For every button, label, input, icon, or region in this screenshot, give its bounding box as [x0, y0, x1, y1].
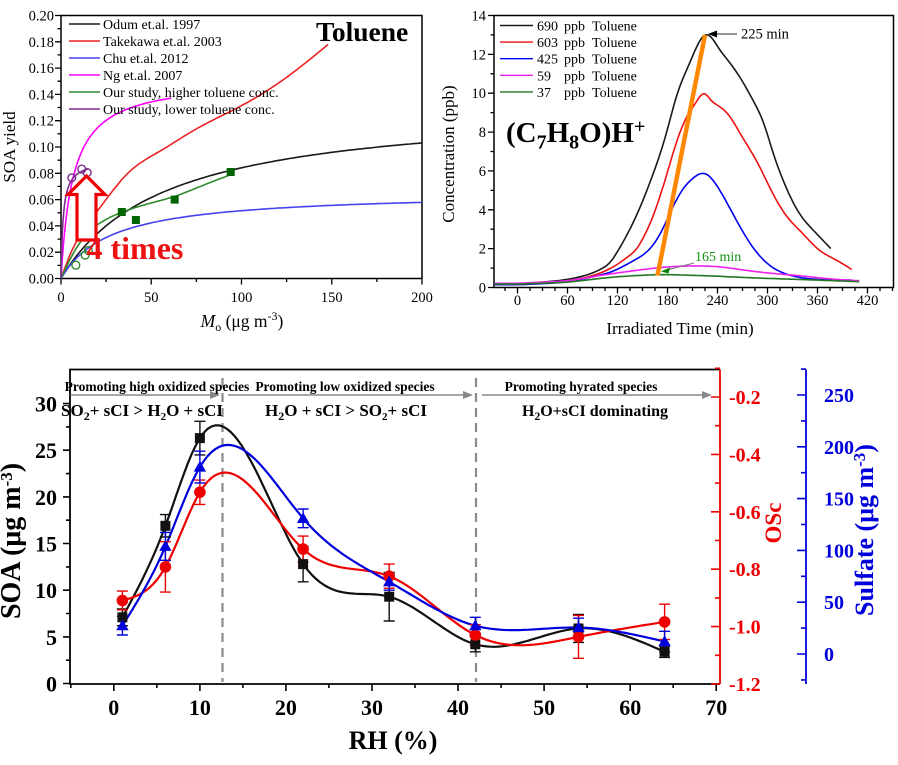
svg-text:Odum et.al. 1997: Odum et.al. 1997 — [103, 18, 200, 33]
svg-text:-0.4: -0.4 — [729, 444, 761, 466]
svg-text:5: 5 — [46, 625, 57, 650]
svg-text:Promoting hyrated species: Promoting hyrated species — [505, 379, 658, 394]
svg-text:0.14: 0.14 — [29, 87, 55, 103]
svg-text:14: 14 — [472, 9, 487, 25]
svg-text:50: 50 — [824, 592, 844, 614]
svg-text:0.12: 0.12 — [29, 114, 54, 130]
svg-text:-1.2: -1.2 — [729, 674, 761, 696]
svg-text:Concentration (ppb): Concentration (ppb) — [439, 85, 458, 222]
svg-text:225 min: 225 min — [741, 27, 790, 43]
svg-text:20: 20 — [35, 485, 57, 510]
svg-text:0.20: 0.20 — [29, 9, 54, 25]
svg-text:OSc: OSc — [761, 503, 786, 544]
svg-text:Promoting high oxidized specie: Promoting high oxidized species — [65, 379, 250, 394]
svg-text:0.08: 0.08 — [29, 166, 54, 182]
svg-text:Mo (μg m-3): Mo (μg m-3) — [200, 309, 284, 334]
svg-text:Ng et.al. 2007: Ng et.al. 2007 — [103, 69, 182, 84]
svg-text:0: 0 — [824, 644, 834, 666]
svg-text:8: 8 — [479, 125, 486, 141]
svg-text:Irradiated Time (min): Irradiated Time (min) — [606, 319, 753, 338]
svg-text:ppb: ppb — [564, 20, 585, 35]
svg-text:10: 10 — [472, 86, 487, 102]
svg-text:0: 0 — [514, 293, 521, 309]
svg-text:6: 6 — [479, 164, 486, 180]
svg-text:0.00: 0.00 — [29, 272, 54, 288]
svg-text:40: 40 — [447, 695, 469, 720]
svg-text:180: 180 — [657, 293, 679, 309]
svg-text:60: 60 — [619, 695, 641, 720]
svg-text:Toluene: Toluene — [592, 86, 637, 101]
svg-text:-0.6: -0.6 — [729, 502, 761, 524]
svg-text:Sulfate (μg m-3): Sulfate (μg m-3) — [850, 444, 879, 616]
svg-text:425: 425 — [537, 53, 558, 68]
svg-text:-0.2: -0.2 — [729, 387, 761, 409]
svg-text:(C7H8O)H+: (C7H8O)H+ — [506, 116, 645, 154]
svg-text:SOA yield: SOA yield — [0, 111, 19, 183]
svg-text:Toluene: Toluene — [316, 16, 408, 47]
svg-text:2: 2 — [479, 242, 486, 258]
svg-text:200: 200 — [824, 437, 854, 459]
svg-text:50: 50 — [533, 695, 555, 720]
svg-text:SO2+ sCI > H2O + sCI: SO2+ sCI > H2O + sCI — [61, 401, 223, 423]
svg-text:70: 70 — [705, 695, 727, 720]
svg-text:4: 4 — [479, 203, 487, 219]
svg-text:150: 150 — [321, 290, 343, 306]
svg-text:100: 100 — [231, 290, 253, 306]
svg-text:0: 0 — [479, 281, 486, 297]
svg-text:10: 10 — [189, 695, 211, 720]
svg-text:0: 0 — [57, 290, 64, 306]
svg-text:Our study, lower toluene conc.: Our study, lower toluene conc. — [103, 103, 275, 118]
svg-text:ppb: ppb — [564, 86, 585, 101]
svg-text:ppb: ppb — [564, 53, 585, 68]
svg-text:100: 100 — [824, 540, 854, 562]
svg-text:25: 25 — [35, 438, 57, 463]
svg-text:-0.8: -0.8 — [729, 559, 761, 581]
svg-text:0.02: 0.02 — [29, 245, 54, 261]
svg-text:37: 37 — [537, 86, 551, 101]
svg-text:SOA (μg m-3): SOA (μg m-3) — [0, 463, 27, 619]
svg-text:120: 120 — [607, 293, 629, 309]
svg-text:30: 30 — [361, 695, 383, 720]
svg-text:0.10: 0.10 — [29, 140, 54, 156]
svg-text:50: 50 — [144, 290, 159, 306]
svg-text:RH (%): RH (%) — [349, 726, 438, 755]
svg-text:Toluene: Toluene — [592, 53, 637, 68]
svg-text:690: 690 — [537, 20, 558, 35]
svg-text:Our study, higher toluene conc: Our study, higher toluene conc. — [103, 86, 279, 101]
svg-text:20: 20 — [275, 695, 297, 720]
svg-text:H2O + sCI > SO2+ sCI: H2O + sCI > SO2+ sCI — [265, 401, 427, 423]
svg-text:Toluene: Toluene — [592, 69, 637, 84]
svg-text:4 times: 4 times — [87, 230, 184, 266]
svg-text:Toluene: Toluene — [592, 36, 637, 51]
svg-text:165 min: 165 min — [695, 250, 741, 265]
svg-text:240: 240 — [707, 293, 729, 309]
svg-text:H2O+sCI dominating: H2O+sCI dominating — [522, 403, 668, 423]
svg-text:300: 300 — [757, 293, 779, 309]
svg-text:0.06: 0.06 — [29, 193, 54, 209]
svg-text:Chu et.al. 2012: Chu et.al. 2012 — [103, 52, 189, 67]
svg-text:30: 30 — [35, 392, 57, 417]
svg-text:12: 12 — [472, 47, 487, 63]
svg-text:603: 603 — [537, 36, 558, 51]
svg-text:0: 0 — [108, 695, 119, 720]
svg-text:ppb: ppb — [564, 69, 585, 84]
svg-text:Toluene: Toluene — [592, 20, 637, 35]
svg-text:420: 420 — [857, 293, 879, 309]
svg-text:0.04: 0.04 — [29, 219, 55, 235]
svg-text:200: 200 — [411, 290, 433, 306]
svg-text:250: 250 — [824, 385, 854, 407]
svg-text:Takekawa et.al. 2003: Takekawa et.al. 2003 — [103, 35, 222, 50]
svg-text:60: 60 — [560, 293, 575, 309]
svg-text:0.18: 0.18 — [29, 35, 54, 51]
svg-text:-1.0: -1.0 — [729, 617, 761, 639]
svg-text:ppb: ppb — [564, 36, 585, 51]
svg-text:15: 15 — [35, 532, 57, 557]
svg-text:0: 0 — [46, 672, 57, 697]
svg-text:360: 360 — [807, 293, 829, 309]
svg-text:59: 59 — [537, 69, 551, 84]
svg-text:150: 150 — [824, 489, 854, 511]
svg-text:10: 10 — [35, 578, 57, 603]
svg-text:0.16: 0.16 — [29, 61, 54, 77]
svg-text:Promoting low oxidized species: Promoting low oxidized species — [255, 379, 434, 394]
